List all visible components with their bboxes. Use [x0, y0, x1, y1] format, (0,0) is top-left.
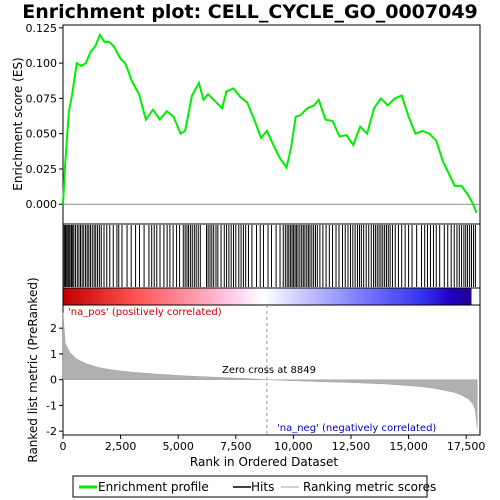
es-panel	[62, 24, 481, 225]
x-tick-label: 17,500	[447, 440, 486, 453]
metric-panel	[62, 304, 481, 436]
metric-y-tick-label: -1	[46, 399, 57, 412]
metric-y-tick-label: 1	[50, 348, 57, 361]
es-y-tick-label: 0.025	[26, 163, 58, 176]
ranked-metric-area	[62, 312, 478, 429]
x-tick-label: 7,500	[220, 440, 252, 453]
x-tick-label: 2,500	[105, 440, 137, 453]
metric-y-tick-label: -2	[46, 425, 57, 438]
es-y-tick-label: 0.100	[26, 57, 58, 70]
es-y-tick-label: 0.075	[26, 92, 58, 105]
x-tick-label: 10,000	[274, 440, 313, 453]
es-y-tick-label: 0.000	[26, 198, 58, 211]
neg-correlated-label: 'na_neg' (negatively correlated)	[277, 423, 436, 434]
es-y-axis-label: Enrichment score (ES)	[11, 57, 25, 190]
legend: Enrichment profile Hits Ranking metric s…	[72, 475, 436, 498]
legend-label-enrichment: Enrichment profile	[98, 480, 209, 494]
rank-colorbar	[63, 288, 472, 305]
pos-correlated-label: 'na_pos' (positively correlated)	[68, 307, 222, 318]
legend-label-metric: Ranking metric scores	[303, 480, 436, 494]
x-axis-label: Rank in Ordered Dataset	[190, 455, 338, 469]
x-tick-label: 12,500	[332, 440, 371, 453]
x-tick-label: 15,000	[389, 440, 428, 453]
hits-marks	[62, 225, 476, 287]
es-y-tick-label: 0.125	[26, 22, 58, 35]
metric-y-tick-label: 2	[50, 322, 57, 335]
es-y-tick-label: 0.050	[26, 128, 58, 141]
metric-y-tick-label: 0	[50, 374, 57, 387]
metric-y-axis: -2 -1 0 1 2	[46, 322, 63, 438]
x-tick-label: 5,000	[162, 440, 194, 453]
enrichment-profile-line	[62, 32, 478, 214]
x-axis: 0 2,500 5,000 7,500 10,000 12,500 15,000 17,500	[60, 435, 486, 453]
legend-label-hits: Hits	[251, 480, 274, 494]
chart-title: Enrichment plot: CELL_CYCLE_GO_0007049	[22, 1, 478, 23]
metric-y-axis-label: Ranked list metric (PreRanked)	[26, 277, 40, 462]
zero-cross-label: Zero cross at 8849	[222, 365, 316, 376]
x-tick-label: 0	[60, 440, 67, 453]
es-y-axis: 0.000 0.025 0.050 0.075 0.100 0.125	[26, 22, 63, 211]
